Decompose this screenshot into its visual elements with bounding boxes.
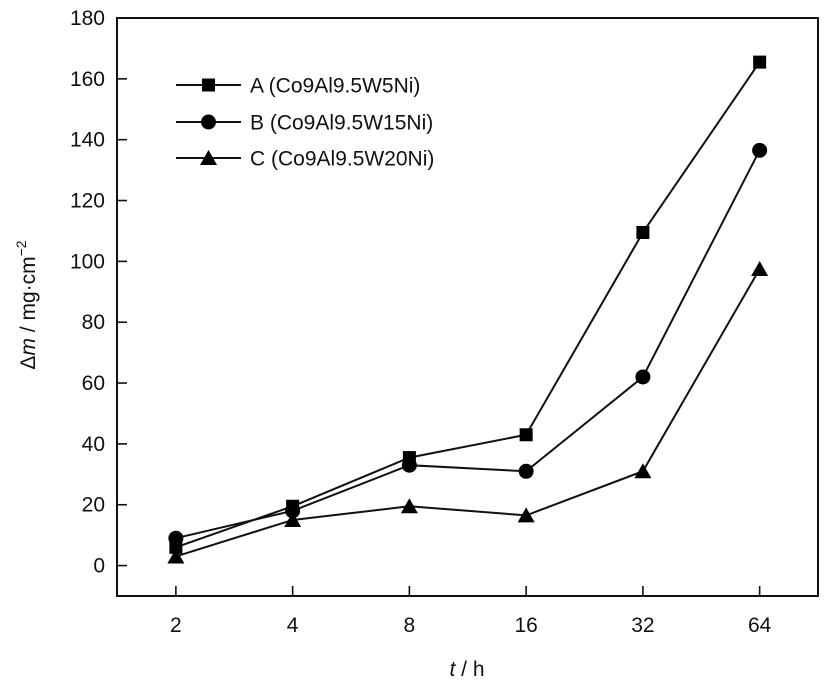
data-point-triangle bbox=[284, 511, 302, 527]
y-tick-label: 140 bbox=[70, 129, 105, 152]
data-point-triangle bbox=[167, 548, 185, 564]
x-axis-ticks: 2 4 8 16 32 64 bbox=[170, 586, 772, 637]
data-point-square bbox=[636, 225, 650, 239]
series-line bbox=[175, 268, 761, 558]
y-tick-label: 80 bbox=[82, 311, 105, 334]
legend: A (Co9Al9.5W5Ni) B (Co9Al9.5W15Ni) C (Co9A… bbox=[176, 75, 434, 171]
legend-label: B (Co9Al9.5W15Ni) bbox=[250, 112, 433, 135]
legend-item: B (Co9Al9.5W15Ni) bbox=[176, 112, 433, 135]
legend-label: A (Co9Al9.5W5Ni) bbox=[250, 75, 420, 98]
legend-item: A (Co9Al9.5W5Ni) bbox=[176, 75, 420, 98]
x-tick-label: 64 bbox=[748, 614, 772, 637]
y-tick-label: 60 bbox=[82, 372, 105, 395]
x-axis-label: t / h bbox=[449, 658, 484, 681]
square-marker-icon bbox=[202, 78, 215, 92]
data-point-triangle bbox=[634, 463, 652, 479]
y-tick-label: 0 bbox=[93, 555, 105, 578]
y-axis-label-var: m bbox=[17, 338, 40, 356]
y-tick-label: 40 bbox=[82, 433, 105, 456]
series-line bbox=[175, 149, 761, 540]
legend-label: C (Co9Al9.5W20Ni) bbox=[250, 148, 434, 171]
y-tick-label: 160 bbox=[70, 68, 105, 91]
x-tick-label: 32 bbox=[631, 614, 654, 637]
y-tick-label: 20 bbox=[82, 494, 105, 517]
x-tick-label: 4 bbox=[287, 614, 299, 637]
y-axis-label-delta: Δ bbox=[17, 356, 40, 370]
y-axis-label-exp: −2 bbox=[13, 240, 29, 256]
data-point-circle bbox=[168, 530, 184, 546]
y-tick-label: 100 bbox=[70, 250, 105, 273]
data-point-triangle bbox=[751, 260, 769, 276]
data-point-circle bbox=[635, 369, 651, 385]
x-tick-label: 16 bbox=[514, 614, 537, 637]
x-tick-label: 2 bbox=[170, 614, 182, 637]
plot-frame bbox=[116, 17, 819, 597]
plot-area-border bbox=[116, 17, 819, 597]
x-axis-label-unit: / h bbox=[455, 658, 484, 681]
data-point-circle bbox=[401, 457, 417, 473]
x-axis-label-var: t bbox=[449, 658, 456, 681]
series-group bbox=[167, 55, 769, 564]
y-axis-ticks: 0 20 40 60 80 100 120 140 160 180 bbox=[70, 7, 127, 578]
y-tick-label: 120 bbox=[70, 190, 105, 213]
data-point-square bbox=[519, 428, 533, 442]
series-c bbox=[167, 260, 769, 564]
series-line bbox=[175, 61, 761, 549]
data-point-triangle bbox=[400, 498, 418, 514]
data-point-triangle bbox=[517, 507, 535, 523]
data-point-circle bbox=[285, 503, 301, 519]
circle-marker-icon bbox=[201, 114, 216, 130]
data-point-circle bbox=[518, 463, 534, 479]
data-point-circle bbox=[752, 142, 768, 158]
data-point-square bbox=[753, 55, 767, 69]
y-axis-label-unit: / mg·cm bbox=[17, 256, 40, 338]
y-axis-label: Δm / mg·cm−2 bbox=[13, 240, 40, 369]
y-tick-label: 180 bbox=[70, 7, 105, 30]
x-tick-label: 8 bbox=[404, 614, 416, 637]
series-b bbox=[168, 142, 768, 546]
triangle-marker-icon bbox=[200, 150, 217, 165]
legend-item: C (Co9Al9.5W20Ni) bbox=[176, 148, 434, 171]
